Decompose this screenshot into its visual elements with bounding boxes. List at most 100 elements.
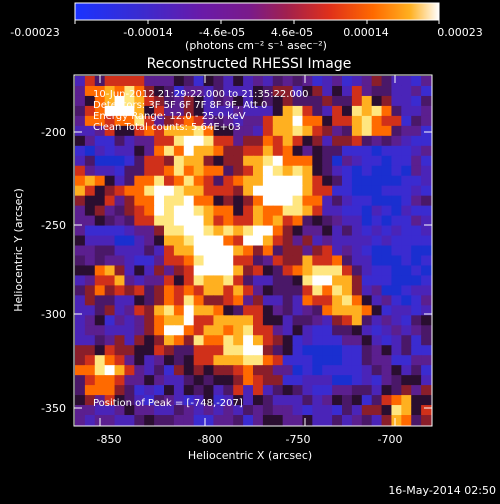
- image-pixel: [124, 175, 135, 187]
- image-pixel: [154, 415, 165, 426]
- colorbar-tick-label: -4.6e-05: [199, 26, 245, 39]
- image-pixel: [253, 335, 264, 346]
- image-pixel: [351, 125, 363, 137]
- image-pixel: [203, 165, 215, 177]
- image-pixel: [253, 365, 264, 376]
- image-pixel: [243, 355, 254, 366]
- image-pixel: [223, 76, 234, 87]
- image-pixel: [154, 195, 165, 207]
- image-pixel: [213, 395, 224, 406]
- image-pixel: [272, 285, 284, 296]
- image-pixel: [282, 95, 294, 107]
- image-pixel: [75, 135, 86, 147]
- image-pixel: [134, 135, 145, 147]
- image-pixel: [282, 295, 294, 306]
- image-pixel: [144, 315, 155, 326]
- image-pixel: [411, 295, 422, 306]
- image-pixel: [193, 385, 205, 396]
- image-pixel: [104, 295, 116, 306]
- image-pixel: [401, 125, 412, 137]
- image-pixel: [411, 255, 422, 267]
- image-pixel: [381, 155, 393, 167]
- image-pixel: [154, 185, 165, 197]
- image-pixel: [233, 195, 244, 207]
- image-pixel: [391, 215, 402, 227]
- image-pixel: [84, 295, 96, 306]
- image-pixel: [282, 385, 294, 396]
- image-pixel: [75, 215, 86, 227]
- image-pixel: [421, 315, 432, 326]
- image-pixel: [411, 335, 422, 346]
- image-pixel: [213, 305, 224, 316]
- image-pixel: [94, 185, 106, 197]
- image-pixel: [233, 335, 244, 346]
- image-pixel: [114, 95, 126, 107]
- image-pixel: [144, 155, 155, 167]
- image-pixel: [173, 275, 185, 286]
- image-pixel: [104, 315, 116, 326]
- image-pixel: [233, 115, 244, 127]
- image-pixel: [292, 345, 304, 356]
- image-pixel: [322, 195, 333, 207]
- image-pixel: [134, 385, 145, 396]
- image-pixel: [292, 405, 304, 416]
- image-pixel: [114, 395, 126, 406]
- image-pixel: [134, 325, 145, 336]
- image-pixel: [144, 95, 155, 107]
- image-pixel: [302, 225, 313, 237]
- image-pixel: [183, 215, 195, 227]
- image-pixel: [262, 335, 274, 346]
- image-pixel: [183, 115, 195, 127]
- image-pixel: [401, 335, 412, 346]
- image-pixel: [84, 155, 96, 167]
- image-pixel: [253, 355, 264, 366]
- image-pixel: [154, 355, 165, 366]
- image-pixel: [84, 245, 96, 257]
- image-pixel: [243, 305, 254, 316]
- image-pixel: [282, 335, 294, 346]
- image-pixel: [134, 275, 145, 286]
- image-pixel: [213, 225, 224, 237]
- image-pixel: [351, 215, 363, 227]
- image-pixel: [282, 215, 294, 227]
- image-pixel: [302, 355, 313, 366]
- footer-timestamp: 16-May-2014 02:50: [388, 484, 496, 497]
- image-pixel: [302, 255, 313, 267]
- image-pixel: [84, 315, 96, 326]
- image-pixel: [421, 85, 432, 97]
- image-pixel: [203, 415, 215, 426]
- image-pixel: [213, 315, 224, 326]
- image-pixel: [144, 405, 155, 416]
- image-pixel: [94, 95, 106, 107]
- image-pixel: [114, 325, 126, 336]
- image-pixel: [233, 125, 244, 137]
- image-pixel: [421, 265, 432, 277]
- image-pixel: [104, 125, 116, 137]
- image-pixel: [282, 115, 294, 127]
- image-pixel: [421, 395, 432, 406]
- image-pixel: [144, 255, 155, 267]
- image-pixel: [272, 85, 284, 97]
- image-pixel: [203, 105, 215, 117]
- image-pixel: [292, 155, 304, 167]
- image-pixel: [183, 195, 195, 207]
- image-pixel: [351, 375, 363, 386]
- image-pixel: [124, 205, 135, 217]
- image-pixel: [272, 145, 284, 157]
- image-pixel: [302, 195, 313, 207]
- image-pixel: [243, 115, 254, 127]
- image-pixel: [322, 385, 333, 396]
- image-pixel: [94, 125, 106, 137]
- image-pixel: [332, 85, 343, 97]
- image-pixel: [84, 405, 96, 416]
- image-pixel: [193, 335, 205, 346]
- image-pixel: [351, 345, 363, 356]
- image-pixel: [183, 175, 195, 187]
- image-pixel: [342, 235, 353, 247]
- image-pixel: [371, 85, 383, 97]
- image-pixel: [173, 215, 185, 227]
- image-pixel: [134, 375, 145, 386]
- image-pixel: [292, 375, 304, 386]
- image-pixel: [124, 125, 135, 137]
- image-pixel: [164, 245, 175, 257]
